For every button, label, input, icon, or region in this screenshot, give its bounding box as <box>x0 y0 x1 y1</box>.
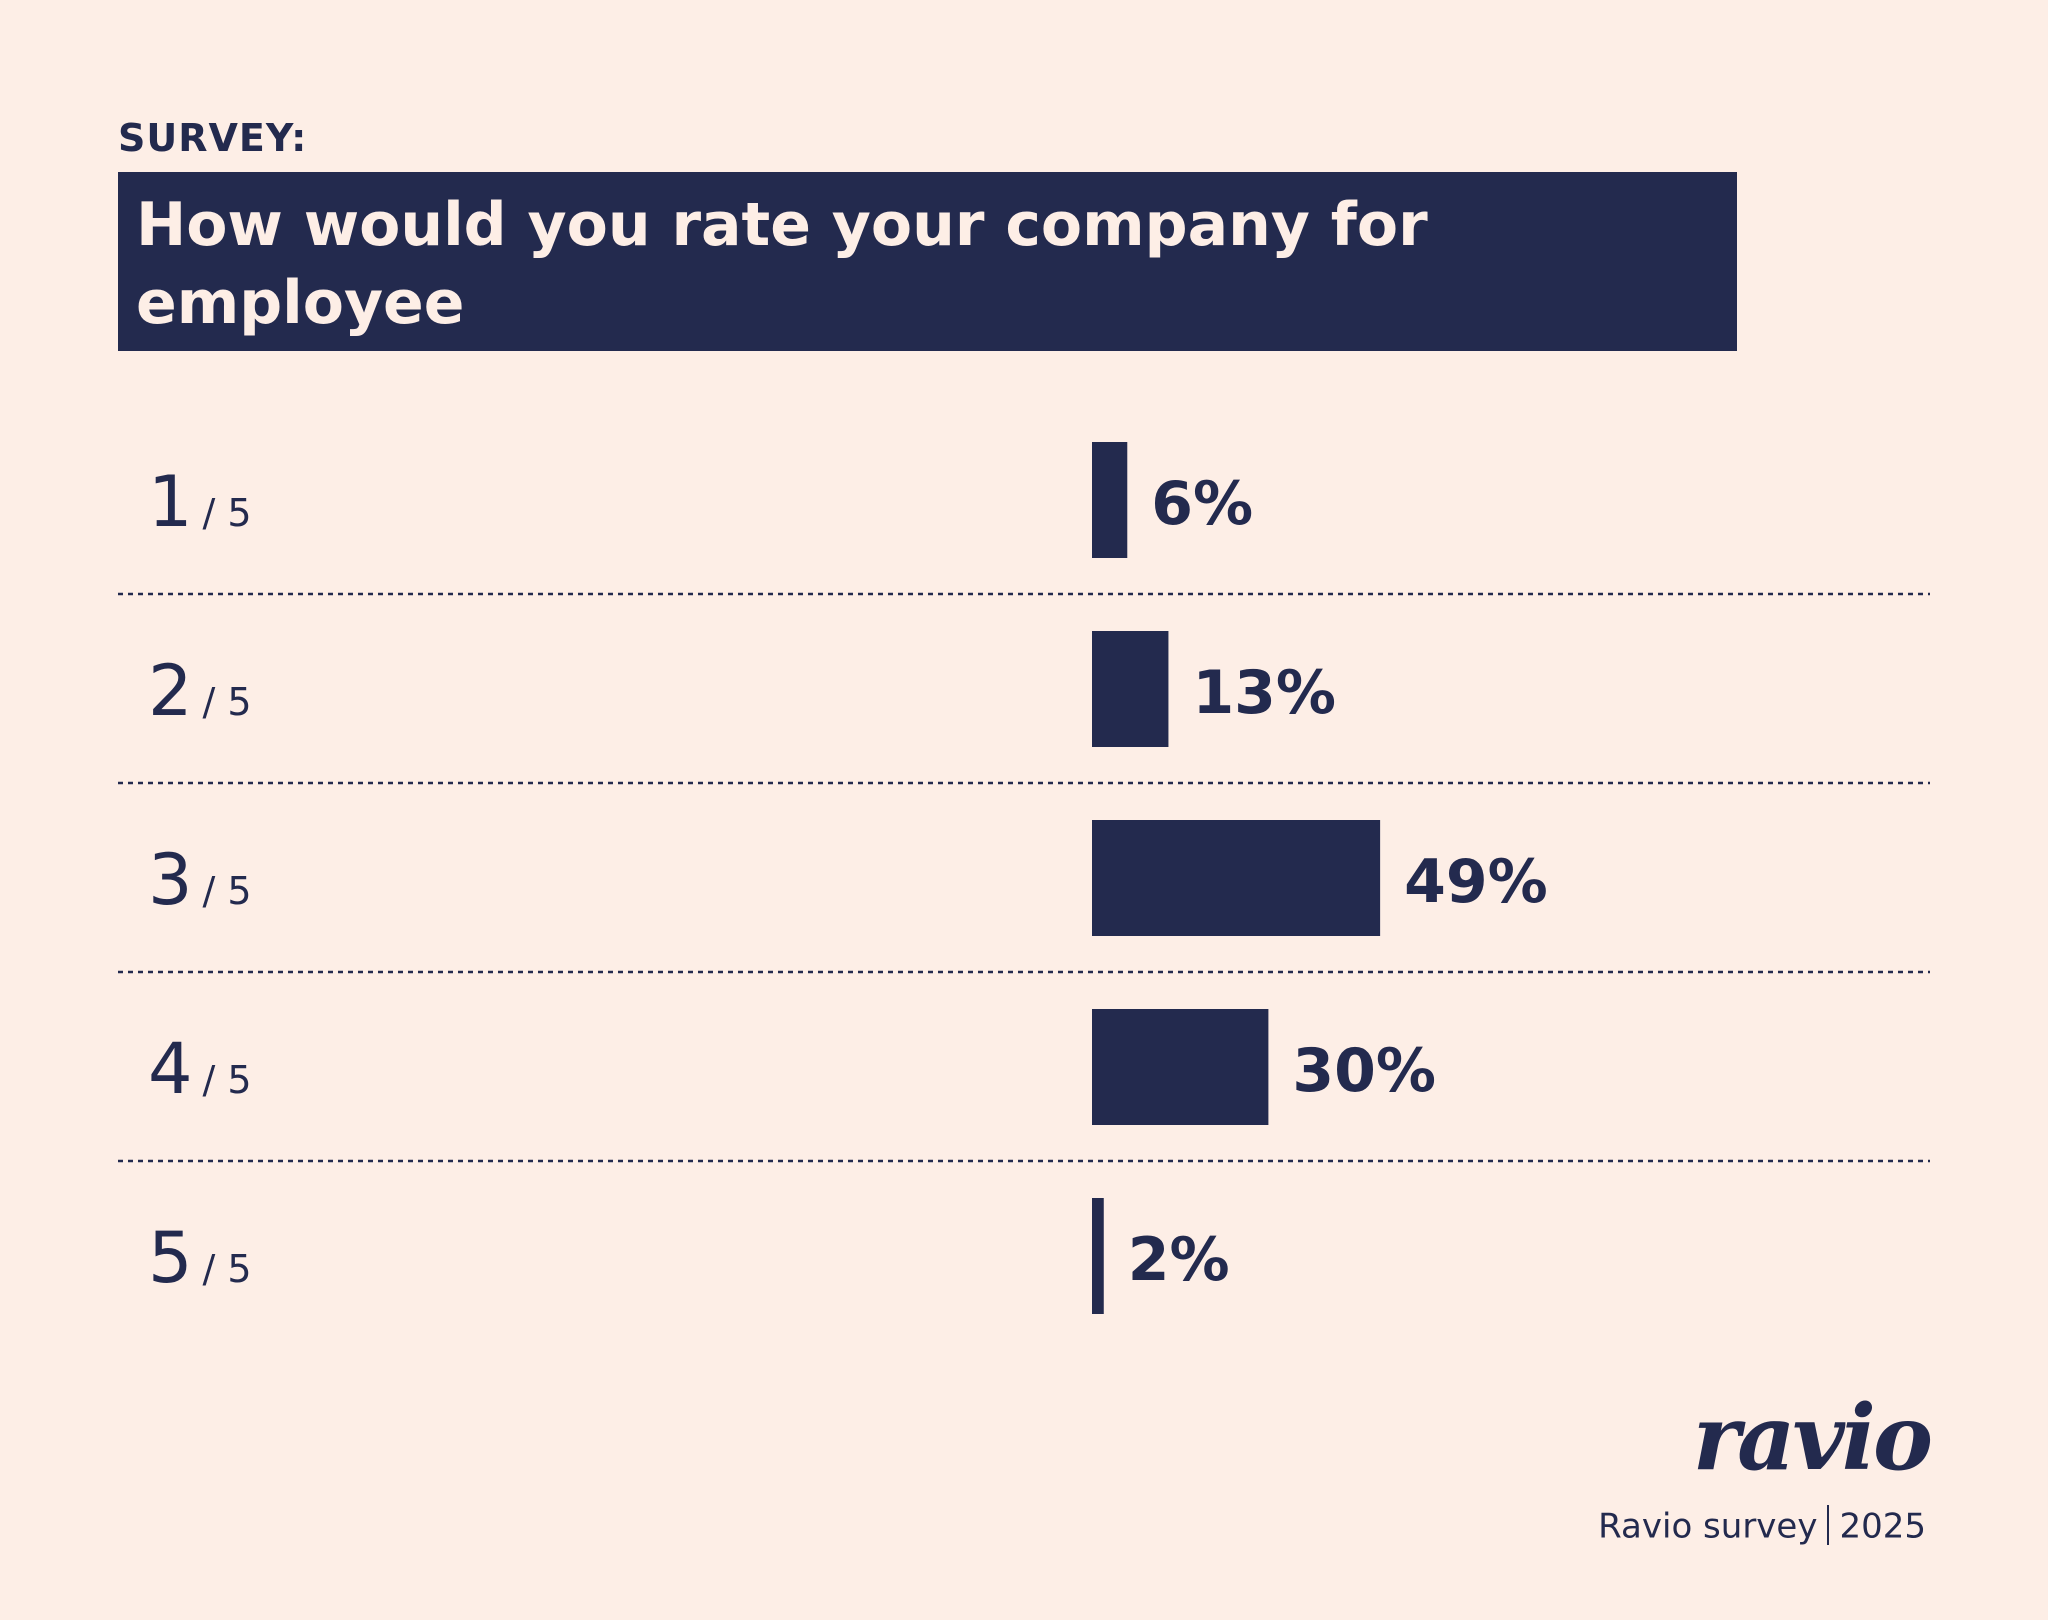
bar <box>1092 820 1381 936</box>
value-label: 30% <box>1292 1036 1436 1106</box>
bar <box>1092 1009 1269 1125</box>
category-label: 1/ 5 <box>148 461 252 543</box>
category-label: 5/ 5 <box>148 1217 252 1299</box>
bar <box>1092 442 1128 558</box>
footer-source: Ravio survey <box>1598 1506 1818 1547</box>
category-label: 2/ 5 <box>148 650 252 732</box>
footer-separator <box>1827 1505 1830 1545</box>
category-label: 3/ 5 <box>148 839 252 921</box>
bar <box>1092 1198 1104 1314</box>
value-label: 6% <box>1151 469 1253 539</box>
category-label: 4/ 5 <box>148 1028 252 1110</box>
chart-title: How would you rate your company for empl… <box>118 172 1737 416</box>
value-label: 2% <box>1128 1225 1230 1295</box>
value-label: 13% <box>1192 658 1336 728</box>
bar <box>1092 631 1169 747</box>
ravio-logo: ravio <box>1692 1385 1933 1491</box>
footer: Ravio survey 2025 <box>1598 1505 1926 1551</box>
survey-kicker: SURVEY: <box>118 116 308 160</box>
value-label: 49% <box>1404 847 1548 917</box>
footer-year: 2025 <box>1839 1506 1926 1547</box>
